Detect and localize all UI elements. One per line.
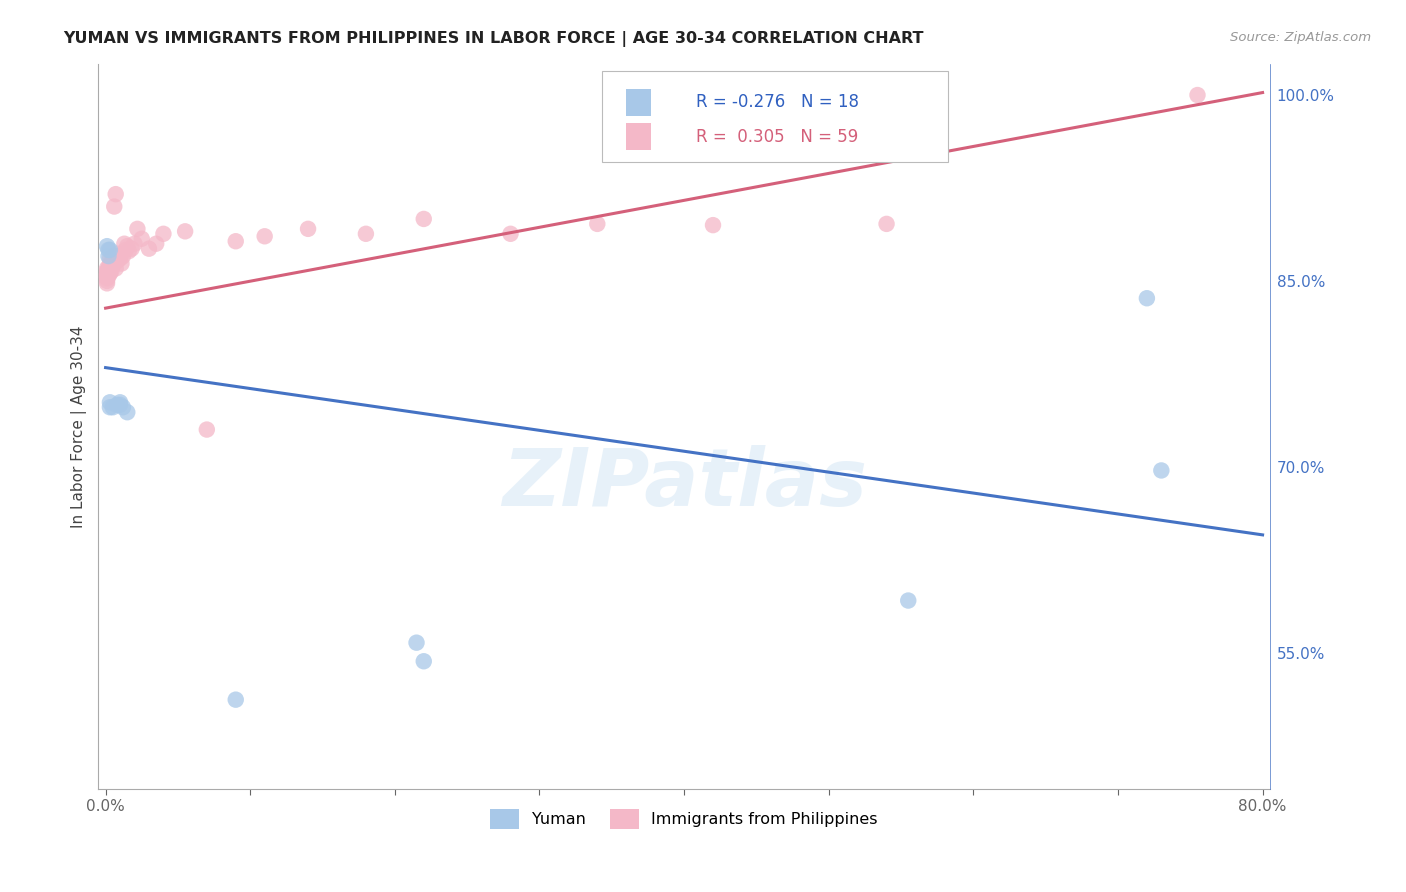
Point (253, 229, 276, 244)
Point (1187, 88, 1209, 103)
Text: ZIPatlas: ZIPatlas (502, 445, 866, 524)
Text: YUMAN VS IMMIGRANTS FROM PHILIPPINES IN LABOR FORCE | AGE 30-34 CORRELATION CHAR: YUMAN VS IMMIGRANTS FROM PHILIPPINES IN … (63, 31, 924, 47)
Point (98, 395, 121, 409)
Point (499, 227, 522, 241)
Point (97, 268, 120, 283)
Y-axis label: In Labor Force | Age 30-34: In Labor Force | Age 30-34 (72, 326, 87, 528)
Point (897, 593, 920, 607)
Point (96, 274, 118, 288)
Point (195, 423, 218, 437)
Point (114, 243, 136, 257)
Point (96, 268, 118, 282)
Point (97, 249, 120, 263)
Point (98, 261, 121, 276)
Point (412, 654, 434, 668)
FancyBboxPatch shape (626, 88, 651, 116)
Point (96, 267, 118, 281)
Point (1136, 291, 1159, 305)
Point (104, 187, 127, 202)
Point (101, 259, 124, 273)
Point (702, 218, 724, 232)
FancyBboxPatch shape (602, 71, 948, 162)
Point (96, 277, 118, 291)
Point (297, 222, 319, 236)
Point (96, 268, 118, 283)
Point (138, 242, 160, 256)
Point (100, 256, 122, 270)
Point (96, 270, 118, 285)
Text: Source: ZipAtlas.com: Source: ZipAtlas.com (1230, 31, 1371, 45)
Point (100, 264, 122, 278)
Point (103, 249, 125, 263)
Point (108, 395, 131, 409)
Point (145, 236, 167, 251)
Point (152, 227, 174, 241)
Legend: Yuman, Immigrants from Philippines: Yuman, Immigrants from Philippines (484, 803, 884, 835)
Point (96, 264, 118, 278)
Point (412, 211, 434, 226)
Point (117, 239, 139, 253)
Point (127, 222, 149, 236)
Point (108, 252, 131, 266)
Point (101, 249, 124, 263)
Point (103, 200, 125, 214)
Point (174, 224, 197, 238)
Point (97, 261, 120, 276)
Point (97, 267, 120, 281)
Point (96, 261, 118, 276)
Point (105, 246, 128, 260)
Point (121, 242, 143, 256)
Point (96, 239, 118, 253)
Point (405, 635, 427, 649)
Text: R = -0.276   N = 18: R = -0.276 N = 18 (696, 94, 859, 112)
Point (586, 217, 609, 231)
Point (111, 401, 134, 415)
Point (1150, 463, 1173, 477)
Point (101, 254, 124, 268)
Text: R =  0.305   N = 59: R = 0.305 N = 59 (696, 128, 858, 145)
Point (104, 261, 127, 276)
Point (225, 692, 247, 706)
Point (354, 227, 377, 241)
Point (108, 249, 131, 263)
Point (876, 217, 898, 231)
Point (104, 249, 127, 263)
Point (105, 398, 128, 412)
Point (101, 401, 124, 415)
Point (124, 236, 146, 251)
Point (105, 254, 128, 268)
FancyBboxPatch shape (626, 123, 651, 151)
Point (117, 405, 139, 419)
Point (98, 267, 121, 281)
Point (108, 398, 131, 412)
Point (110, 256, 132, 270)
Point (131, 232, 153, 246)
Point (225, 234, 247, 248)
Point (97, 243, 120, 257)
Point (100, 259, 122, 273)
Point (112, 236, 135, 251)
Point (111, 249, 134, 263)
Point (118, 244, 141, 259)
Point (107, 252, 129, 266)
Point (97, 264, 120, 278)
Point (98, 252, 121, 266)
Point (98, 243, 121, 257)
Point (97, 264, 120, 278)
Point (98, 256, 121, 270)
Point (96, 271, 118, 285)
Point (98, 401, 121, 415)
